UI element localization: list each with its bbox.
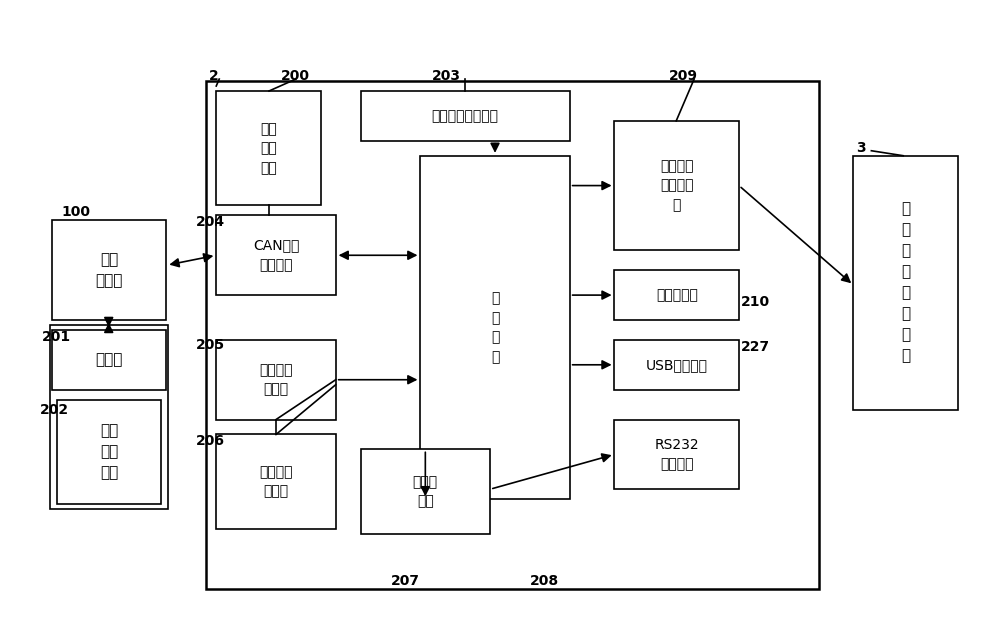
- Text: 205: 205: [196, 338, 225, 352]
- Text: 100: 100: [62, 206, 91, 220]
- Bar: [614, 121, 739, 250]
- Text: 206: 206: [196, 434, 225, 448]
- Bar: [361, 450, 490, 534]
- Text: 无线
收发器: 无线 收发器: [96, 252, 123, 288]
- Text: RS232
接口模块: RS232 接口模块: [654, 438, 699, 471]
- Text: 227: 227: [741, 340, 770, 354]
- Text: 207: 207: [390, 574, 419, 588]
- Text: 204: 204: [196, 215, 225, 229]
- Text: 三轴加速度传感器: 三轴加速度传感器: [432, 109, 499, 123]
- Text: 电池
管理
模块: 电池 管理 模块: [260, 122, 277, 175]
- Text: 温度采
集卡: 温度采 集卡: [413, 475, 438, 509]
- Text: 总电压采
集模块: 总电压采 集模块: [259, 363, 293, 396]
- Bar: [206, 81, 819, 589]
- Bar: [614, 340, 739, 390]
- Text: 209: 209: [669, 69, 698, 83]
- Bar: [52, 330, 166, 390]
- Text: 数据存储器: 数据存储器: [656, 288, 698, 302]
- Text: USB接口芯片: USB接口芯片: [646, 358, 708, 371]
- Text: 霍尔电压
传感器: 霍尔电压 传感器: [259, 465, 293, 498]
- Bar: [216, 91, 321, 206]
- Bar: [614, 271, 739, 320]
- Bar: [361, 91, 570, 141]
- Text: CAN总线
通信接口: CAN总线 通信接口: [253, 239, 299, 272]
- Text: 2: 2: [209, 69, 219, 83]
- Bar: [216, 340, 336, 420]
- Text: 继电器开
闸检测电
路: 继电器开 闸检测电 路: [660, 159, 693, 212]
- Bar: [216, 434, 336, 529]
- Text: 210: 210: [741, 295, 770, 309]
- Text: 人机
交互
界面: 人机 交互 界面: [100, 424, 118, 481]
- Text: 上位机: 上位机: [96, 352, 123, 367]
- Text: 203: 203: [432, 69, 461, 83]
- Text: 200: 200: [281, 69, 310, 83]
- Bar: [57, 399, 161, 504]
- Text: 202: 202: [40, 403, 69, 417]
- Text: 208: 208: [530, 574, 559, 588]
- Bar: [853, 156, 958, 410]
- Text: 主
控
制
器: 主 控 制 器: [491, 291, 499, 364]
- Text: 3: 3: [856, 141, 866, 155]
- Bar: [216, 215, 336, 295]
- Text: 高
压
动
力
互
锁
模
块: 高 压 动 力 互 锁 模 块: [901, 202, 910, 364]
- Text: 201: 201: [42, 330, 71, 344]
- Bar: [614, 420, 739, 489]
- Bar: [52, 220, 166, 320]
- Bar: [420, 156, 570, 499]
- Bar: [50, 325, 168, 509]
